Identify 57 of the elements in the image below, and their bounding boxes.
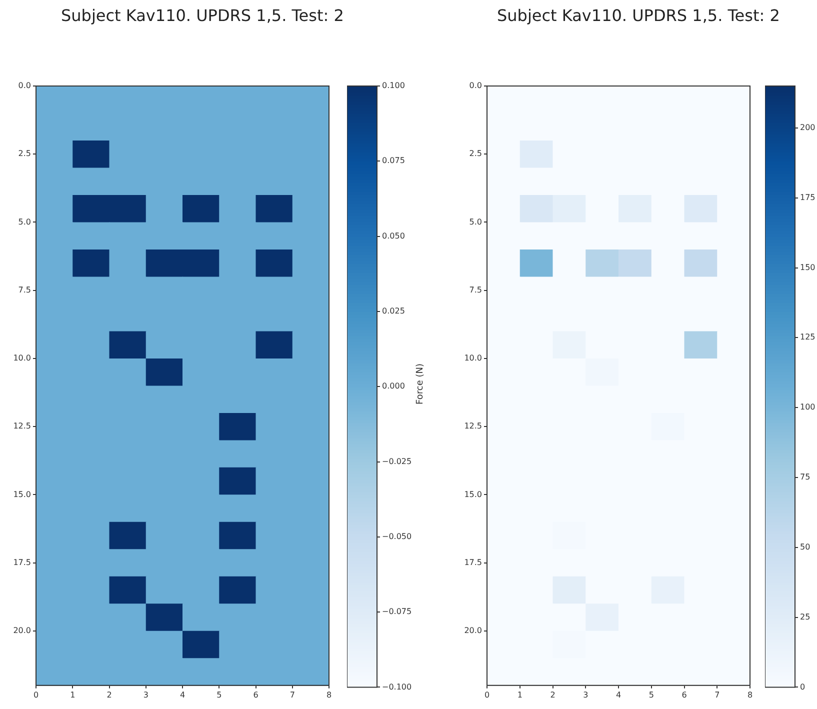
color-bar-label: 175 xyxy=(800,192,816,202)
x-tick-label: 6 xyxy=(253,690,258,700)
y-tick-label: 15.0 xyxy=(464,490,482,499)
y-tick-label: 2.5 xyxy=(18,149,31,158)
color-bar-label: 0.100 xyxy=(382,81,405,90)
color-bar-label: 0.075 xyxy=(382,156,405,166)
x-tick-label: 7 xyxy=(714,690,720,700)
x-tick-label: 8 xyxy=(747,690,753,700)
color-bar-label: 50 xyxy=(800,542,810,552)
x-tick-label: 5 xyxy=(216,690,222,700)
color-bar-label: 0 xyxy=(800,682,806,692)
y-tick-label: 20.0 xyxy=(464,626,482,635)
color-bar-label: −0.075 xyxy=(382,607,412,616)
color-bar-title: Force (N) xyxy=(414,364,425,404)
y-tick-label: 17.5 xyxy=(464,558,482,567)
color-bar-label: 25 xyxy=(800,612,810,622)
color-bar-label: 75 xyxy=(800,472,810,482)
y-tick-label: 10.0 xyxy=(464,354,482,363)
color-bar-label: 200 xyxy=(800,123,816,132)
color-bar-label: 150 xyxy=(800,262,816,272)
y-tick-label: 5.0 xyxy=(469,217,482,226)
x-tick-label: 4 xyxy=(616,690,622,700)
color-bar-label: 0.000 xyxy=(382,382,405,391)
chart-title: Subject Kav110. UPDRS 1,5. Test: 2 xyxy=(497,6,780,25)
y-tick-label: 0.0 xyxy=(469,81,482,90)
x-tick-label: 8 xyxy=(326,690,332,700)
color-bar-label: 100 xyxy=(800,402,816,412)
y-tick-label: 5.0 xyxy=(18,217,31,226)
y-tick-label: 0.0 xyxy=(18,81,31,90)
y-tick-label: 15.0 xyxy=(13,490,31,499)
x-tick-label: 2 xyxy=(550,690,556,700)
y-tick-label: 2.5 xyxy=(469,149,482,158)
y-tick-label: 17.5 xyxy=(13,558,31,567)
x-tick-label: 5 xyxy=(648,690,654,700)
color-bar-label: 0.025 xyxy=(382,306,405,316)
x-tick-label: 0 xyxy=(33,690,39,700)
color-bar-label: 0.050 xyxy=(382,231,405,240)
chart-title: Subject Kav110. UPDRS 1,5. Test: 2 xyxy=(61,6,344,25)
x-tick-label: 0 xyxy=(484,690,490,700)
color-bar-label: 125 xyxy=(800,332,816,342)
x-tick-label: 2 xyxy=(106,690,112,700)
x-tick-label: 1 xyxy=(517,690,522,700)
y-tick-label: 12.5 xyxy=(464,422,482,431)
color-bar-label: −0.050 xyxy=(382,532,412,541)
x-tick-label: 3 xyxy=(583,690,588,700)
y-tick-label: 12.5 xyxy=(13,422,31,431)
y-tick-label: 10.0 xyxy=(13,354,31,363)
color-bar-label: −0.100 xyxy=(382,682,412,692)
x-tick-label: 1 xyxy=(70,690,76,700)
x-tick-label: 6 xyxy=(682,690,687,700)
x-tick-label: 7 xyxy=(290,690,295,700)
color-bar-label: −0.025 xyxy=(382,456,412,466)
x-tick-label: 3 xyxy=(143,690,148,700)
y-tick-label: 7.5 xyxy=(469,285,482,294)
y-tick-label: 20.0 xyxy=(13,626,31,635)
y-tick-label: 7.5 xyxy=(18,285,31,294)
x-tick-label: 4 xyxy=(180,690,186,700)
